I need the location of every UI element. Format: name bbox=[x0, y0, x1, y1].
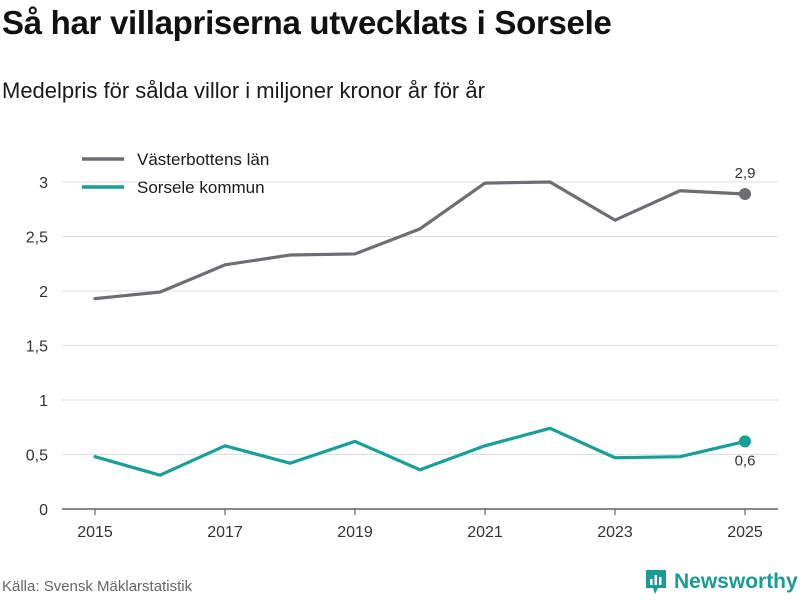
y-tick-label: 1 bbox=[39, 393, 48, 410]
source-note: Källa: Svensk Mäklarstatistik bbox=[2, 578, 193, 595]
legend: Västerbottens län Sorsele kommun bbox=[82, 150, 269, 197]
series-lines bbox=[93, 180, 751, 477]
x-tick-label: 2015 bbox=[77, 524, 113, 541]
y-tick-label: 0,5 bbox=[26, 448, 48, 465]
brand-name: Newsworthy bbox=[674, 570, 798, 593]
x-axis-ticks: 2015 2017 2019 2021 2023 2025 bbox=[77, 509, 763, 541]
end-value-label: 0,6 bbox=[735, 452, 756, 469]
end-labels: 2,9 0,6 bbox=[735, 165, 756, 469]
endpoint-marker bbox=[739, 187, 751, 200]
legend-label: Sorsele kommun bbox=[137, 178, 265, 197]
grid-lines bbox=[62, 181, 778, 510]
chart-title: Så har villapriserna utvecklats i Sorsel… bbox=[2, 4, 612, 41]
x-tick-label: 2023 bbox=[597, 524, 633, 541]
brand-logo: Newsworthy bbox=[644, 568, 798, 596]
chart-subtitle: Medelpris för sålda villor i miljoner kr… bbox=[2, 78, 485, 103]
y-axis-ticks: 0 0,5 1 1,5 2 2,5 3 bbox=[26, 175, 48, 519]
endpoint-marker bbox=[739, 435, 751, 448]
y-tick-label: 2 bbox=[39, 284, 48, 301]
series-line-vasterbottens-lan bbox=[93, 180, 747, 301]
x-tick-label: 2019 bbox=[337, 524, 373, 541]
y-tick-label: 1,5 bbox=[26, 339, 48, 356]
legend-label: Västerbottens län bbox=[137, 150, 269, 169]
x-tick-label: 2025 bbox=[727, 524, 763, 541]
end-value-label: 2,9 bbox=[735, 165, 756, 182]
y-tick-label: 2,5 bbox=[26, 230, 48, 247]
newsworthy-logo-icon bbox=[646, 570, 666, 594]
x-tick-label: 2021 bbox=[467, 524, 503, 541]
y-tick-label: 0 bbox=[39, 502, 48, 519]
series-line-sorsele-kommun bbox=[93, 426, 747, 477]
y-tick-label: 3 bbox=[39, 175, 48, 192]
x-tick-label: 2017 bbox=[207, 524, 243, 541]
